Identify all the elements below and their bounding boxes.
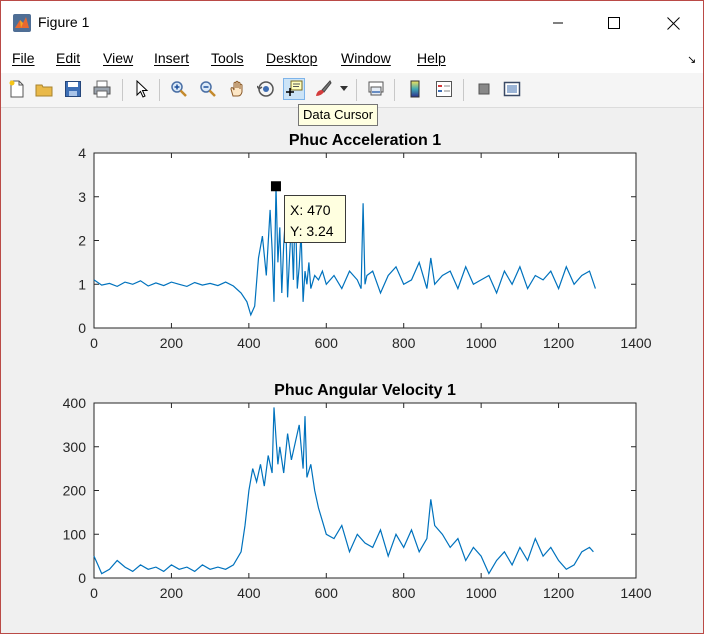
series-line-2 [93, 407, 594, 575]
y-tick-label: 300 [63, 439, 87, 455]
chart-title-1: Phuc Acceleration 1 [289, 132, 441, 149]
hide-plot-tools-icon[interactable] [473, 78, 495, 100]
datatip[interactable]: X: 470 Y: 3.24 [284, 195, 346, 243]
menu-bar: File Edit View Insert Tools Desktop Wind… [1, 45, 703, 73]
datatip-y: Y: 3.24 [290, 223, 334, 239]
edit-plot-icon[interactable] [131, 78, 153, 100]
menu-window[interactable]: Window [341, 50, 391, 66]
minimize-button[interactable] [529, 1, 587, 45]
maximize-button[interactable] [585, 1, 643, 45]
zoom-out-icon[interactable] [197, 78, 219, 100]
zoom-in-icon[interactable] [168, 78, 190, 100]
matlab-app-icon [13, 14, 31, 32]
x-tick-label: 800 [392, 335, 416, 351]
rotate-3d-icon[interactable] [255, 78, 277, 100]
menu-edit[interactable]: Edit [56, 50, 81, 66]
toolbar-separator [122, 79, 123, 101]
toolbar-separator [356, 79, 357, 101]
y-tick-label: 2 [78, 233, 86, 249]
pan-icon[interactable] [226, 78, 248, 100]
x-tick-label: 1400 [620, 335, 651, 351]
maximize-icon [608, 17, 620, 29]
x-tick-label: 0 [90, 335, 98, 351]
toolbar-separator [463, 79, 464, 101]
link-plot-icon[interactable] [365, 78, 387, 100]
brush-icon[interactable] [312, 78, 334, 100]
y-tick-label: 200 [63, 483, 87, 499]
menu-insert[interactable]: Insert [154, 50, 190, 66]
new-figure-icon[interactable] [6, 78, 28, 100]
data-cursor-tooltip: Data Cursor [298, 104, 379, 126]
legend-icon[interactable] [433, 78, 455, 100]
data-cursor-icon[interactable] [283, 78, 305, 100]
brush-dropdown-icon[interactable] [338, 78, 350, 100]
x-tick-label: 200 [160, 585, 184, 601]
figure-toolbar [1, 73, 703, 108]
y-tick-label: 400 [63, 395, 87, 411]
x-tick-label: 400 [237, 335, 261, 351]
datatip-marker [270, 181, 281, 192]
save-icon[interactable] [62, 78, 84, 100]
x-tick-label: 200 [160, 335, 184, 351]
x-tick-label: 400 [237, 585, 261, 601]
figure-canvas: Phuc Acceleration 1 0 200 400 600 800 1000 1200… [1, 108, 703, 633]
window-title: Figure 1 [38, 14, 90, 30]
x-tick-label: 0 [90, 585, 98, 601]
close-icon [666, 16, 680, 30]
title-bar[interactable]: Figure 1 [1, 1, 703, 45]
y-tick-label: 1 [78, 276, 86, 292]
x-tick-label: 1400 [620, 585, 651, 601]
y-tick-label: 0 [78, 320, 86, 336]
x-tick-label: 1200 [543, 585, 574, 601]
print-icon[interactable] [91, 78, 113, 100]
show-plot-tools-icon[interactable] [501, 78, 523, 100]
colorbar-icon[interactable] [404, 78, 426, 100]
close-button[interactable] [644, 1, 702, 45]
menu-view[interactable]: View [103, 50, 134, 66]
x-tick-label: 800 [392, 585, 416, 601]
toolbar-separator [394, 79, 395, 101]
menu-file[interactable]: File [12, 50, 35, 66]
axes-box-2 [93, 402, 637, 579]
open-icon[interactable] [33, 78, 55, 100]
series-line-1 [93, 186, 596, 317]
x-tick-label: 600 [315, 335, 339, 351]
chart-title-2: Phuc Angular Velocity 1 [274, 382, 456, 399]
y-tick-label: 0 [78, 570, 86, 586]
y-tick-label: 100 [63, 526, 87, 542]
menu-desktop[interactable]: Desktop [266, 50, 318, 66]
x-tick-label: 1000 [466, 585, 497, 601]
axes-box-1 [93, 152, 637, 329]
x-tick-label: 1000 [466, 335, 497, 351]
toolbar-separator [159, 79, 160, 101]
menu-help[interactable]: Help [417, 50, 446, 66]
menu-tools[interactable]: Tools [211, 50, 244, 66]
plot-canvas[interactable]: Phuc Acceleration 10 200 400 600 800 1000 1200… [1, 108, 703, 633]
y-tick-label: 4 [78, 145, 86, 161]
x-tick-label: 1200 [543, 335, 574, 351]
minimize-icon [553, 22, 563, 24]
x-tick-label: 600 [315, 585, 339, 601]
y-tick-label: 3 [78, 189, 86, 205]
datatip-x: X: 470 [290, 202, 331, 218]
dock-arrow-icon[interactable]: ↘ [687, 54, 697, 66]
